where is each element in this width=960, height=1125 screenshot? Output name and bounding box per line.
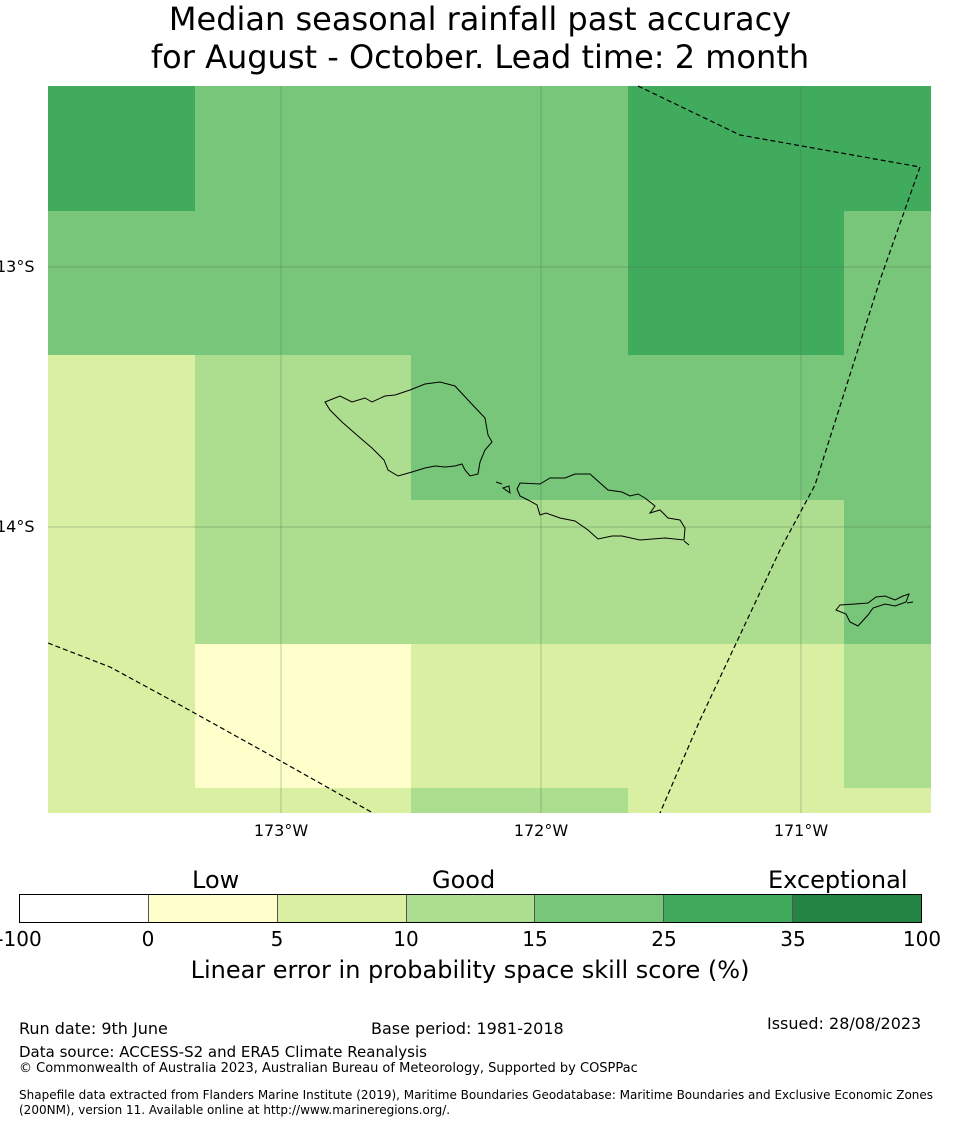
colorbar-tick: 100	[902, 927, 942, 951]
colorbar-segment	[148, 895, 278, 922]
copyright: © Commonwealth of Australia 2023, Austra…	[19, 1061, 638, 1076]
colorbar-tick: 10	[393, 927, 419, 951]
lon-label-171w: 171°W	[773, 821, 829, 840]
eez-boundary-southwest	[47, 642, 374, 814]
skill-cell	[411, 86, 628, 211]
skill-cell	[411, 211, 628, 355]
lat-label-14s: 14°S	[0, 517, 35, 536]
skill-cell	[48, 355, 195, 500]
skill-cell	[195, 644, 411, 788]
lon-label-172w: 172°W	[513, 821, 569, 840]
colorbar-label: Linear error in probability space skill …	[190, 956, 750, 984]
lat-label-13s: 13°S	[0, 257, 35, 276]
skill-grid	[48, 86, 931, 813]
skill-cell	[844, 355, 931, 500]
colorbar-tick: 15	[522, 927, 548, 951]
colorbar-segment	[277, 895, 407, 922]
colorbar-segment	[664, 895, 794, 922]
skill-cell	[195, 211, 411, 355]
gridlines	[48, 86, 931, 813]
skill-cell	[195, 788, 411, 813]
colorbar-segment	[406, 895, 536, 922]
skill-cell	[844, 644, 931, 788]
aunuu-islet	[906, 601, 914, 604]
issued-date: Issued: 28/08/2023	[767, 1014, 922, 1033]
colorbar	[19, 894, 922, 923]
colorbar-segment	[535, 895, 665, 922]
upolu-island	[516, 473, 686, 541]
colorbar-tick: 0	[141, 927, 155, 951]
skill-cell	[195, 355, 411, 500]
colorbar-segment	[20, 895, 149, 922]
data-source: Data source: ACCESS-S2 and ERA5 Climate …	[19, 1043, 427, 1061]
savaii-island	[324, 381, 493, 477]
coastlines	[324, 381, 914, 627]
lon-label-173w: 173°W	[253, 821, 309, 840]
eez-boundary-east	[637, 85, 921, 814]
skill-cell	[844, 788, 931, 813]
colorbar-tick: -100	[0, 927, 42, 951]
base-period: Base period: 1981-2018	[371, 1019, 564, 1038]
run-date: Run date: 9th June	[19, 1019, 168, 1038]
colorbar-segment	[793, 895, 922, 922]
legend-category-exceptional: Exceptional	[768, 866, 908, 894]
skill-cell	[48, 211, 195, 355]
upolu-eastern-islet	[683, 540, 690, 546]
title-line-2: for August - October. Lead time: 2 month	[150, 38, 810, 76]
eez-boundaries	[47, 85, 921, 814]
skill-cell	[195, 500, 411, 644]
tutuila-island	[835, 593, 910, 627]
skill-cell	[411, 500, 628, 644]
skill-cell	[628, 211, 844, 355]
skill-cell	[844, 86, 931, 211]
skill-cell	[411, 788, 628, 813]
legend-category-low: Low	[192, 866, 240, 894]
skill-cell	[844, 211, 931, 355]
skill-cell	[628, 788, 844, 813]
chart-title: Median seasonal rainfall past accuracy f…	[0, 0, 960, 76]
legend-category-good: Good	[432, 866, 496, 894]
manono-islet	[495, 481, 503, 485]
skill-cell	[48, 788, 195, 813]
skill-cell	[48, 644, 195, 788]
map-plot	[47, 85, 931, 814]
skill-cell	[195, 86, 411, 211]
skill-cell	[48, 86, 195, 211]
skill-cell	[628, 355, 844, 500]
skill-cell	[628, 500, 844, 644]
skill-cell	[628, 644, 844, 788]
skill-cell	[48, 500, 195, 644]
skill-cell	[411, 644, 628, 788]
shapefile-credit: Shapefile data extracted from Flanders M…	[19, 1088, 934, 1117]
colorbar-tick: 5	[270, 927, 284, 951]
title-line-1: Median seasonal rainfall past accuracy	[168, 0, 792, 38]
colorbar-tick: 25	[651, 927, 677, 951]
apolima-islet	[501, 485, 511, 495]
colorbar-tick: 35	[780, 927, 806, 951]
skill-cell	[844, 500, 931, 644]
skill-cell	[628, 86, 844, 211]
